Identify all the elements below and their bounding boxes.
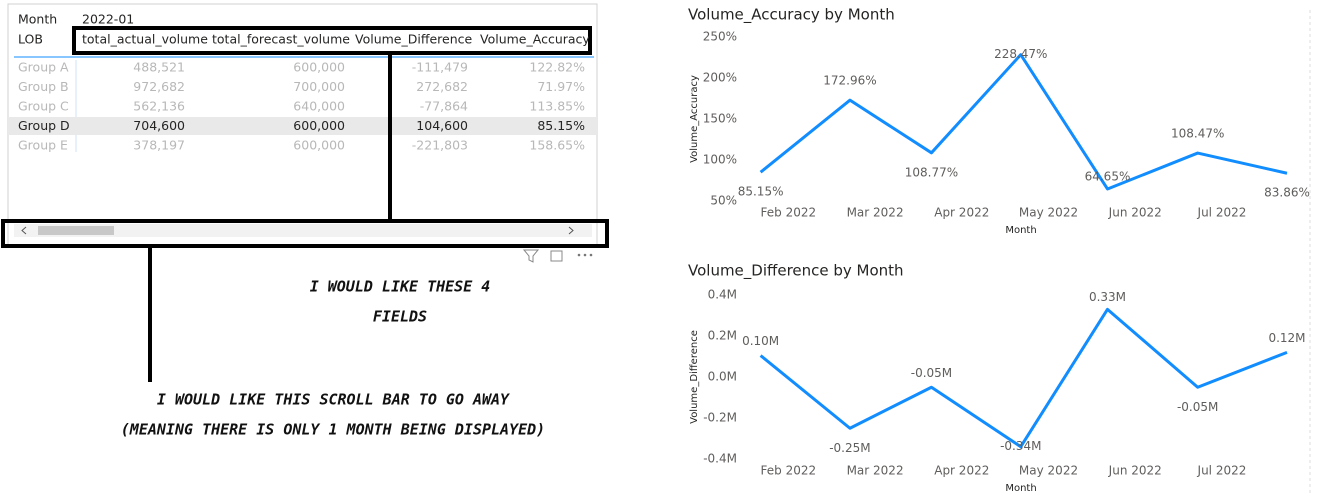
- table-cell: 272,682: [416, 79, 468, 94]
- table-cell: 640,000: [293, 99, 345, 114]
- y-axis-label: Volume_Accuracy: [689, 75, 700, 163]
- annotation: FIELDS: [373, 308, 427, 326]
- highlight-box: [1, 219, 609, 248]
- data-label: 83.86%: [1264, 186, 1310, 200]
- row-label: Group A: [18, 60, 69, 75]
- scroll-left[interactable]: [21, 226, 27, 235]
- y-tick-label: 200%: [703, 71, 737, 85]
- data-label: 85.15%: [738, 185, 784, 199]
- column-header: Volume_Accuracy: [480, 32, 590, 47]
- table-cell: 104,600: [416, 118, 468, 133]
- table-cell: 158.65%: [529, 138, 585, 153]
- table-cell: 122.82%: [529, 60, 585, 75]
- table-cell: 972,682: [133, 79, 185, 94]
- table-cell: -111,479: [412, 60, 468, 75]
- x-axis-label: Month: [1005, 225, 1036, 236]
- line: [759, 53, 1288, 191]
- y-tick-label: 250%: [703, 30, 737, 44]
- data-label: 108.47%: [1171, 127, 1224, 141]
- annotation: (MEANING THERE IS ONLY 1 MONTH BEING DIS…: [121, 421, 545, 439]
- more-icon[interactable]: [577, 253, 593, 257]
- table-cell: 113.85%: [529, 99, 585, 114]
- x-tick-label: Mar 2022: [847, 206, 904, 220]
- row-header: LOB: [18, 32, 43, 47]
- data-label: -0.05M: [1177, 400, 1218, 414]
- x-axis-label: Month: [1005, 483, 1036, 494]
- x-tick-label: Jun 2022: [1108, 464, 1162, 478]
- data-label: 172.96%: [823, 74, 876, 88]
- row-highlight: [8, 117, 597, 135]
- table-cell: -77,864: [420, 99, 468, 114]
- data-label: -0.05M: [911, 366, 952, 380]
- table-cell: 700,000: [293, 79, 345, 94]
- data-label: -0.25M: [829, 441, 870, 455]
- data-label: 64.65%: [1085, 169, 1131, 183]
- data-label: 0.12M: [1268, 331, 1305, 345]
- data-label: 228.47%: [994, 47, 1047, 61]
- x-tick-label: Feb 2022: [761, 206, 817, 220]
- scrollbar-track[interactable]: [14, 224, 592, 237]
- table-cell: 378,197: [133, 138, 185, 153]
- table-cell: 71.97%: [537, 79, 585, 94]
- table-cell: 488,521: [133, 60, 185, 75]
- highlight-box: [72, 26, 592, 55]
- y-tick-label: 100%: [703, 153, 737, 167]
- table-cell: 85.15%: [537, 118, 585, 133]
- data-label: -0.34M: [1000, 439, 1041, 453]
- x-tick-label: Jul 2022: [1197, 206, 1247, 220]
- table-cell: 600,000: [293, 138, 345, 153]
- table-cell: 600,000: [293, 118, 345, 133]
- x-tick-label: Mar 2022: [847, 464, 904, 478]
- data-label: 0.33M: [1089, 290, 1126, 304]
- table-cell: 600,000: [293, 60, 345, 75]
- scrollbar-thumb[interactable]: [38, 226, 114, 235]
- x-tick-label: May 2022: [1019, 206, 1078, 220]
- row-label: Group E: [18, 138, 68, 153]
- table-cell: 562,136: [133, 99, 185, 114]
- y-tick-label: -0.4M: [703, 452, 737, 466]
- table-cell: -221,803: [412, 138, 468, 153]
- y-tick-label: 0.4M: [708, 288, 737, 302]
- x-tick-label: Apr 2022: [934, 206, 989, 220]
- focus-icon[interactable]: [550, 250, 563, 262]
- filter-icon[interactable]: [522, 249, 540, 263]
- table-cell: 704,600: [133, 118, 185, 133]
- row-label: Group C: [18, 99, 69, 114]
- annotation: I WOULD LIKE THIS SCROLL BAR TO GO AWAY: [157, 391, 510, 409]
- data-label: 0.10M: [742, 334, 779, 348]
- chart-title: Volume_Accuracy by Month: [688, 6, 895, 25]
- row-label: Group B: [18, 79, 69, 94]
- data-label: 108.77%: [905, 165, 958, 179]
- y-tick-label: 150%: [703, 112, 737, 126]
- line: [759, 307, 1288, 449]
- x-tick-label: Jul 2022: [1197, 464, 1247, 478]
- column-header: Volume_Difference: [355, 32, 472, 47]
- y-tick-label: -0.2M: [703, 411, 737, 425]
- column-header: total_actual_volume: [82, 32, 208, 47]
- y-tick-label: 0.0M: [708, 370, 737, 384]
- scroll-right[interactable]: [568, 226, 574, 235]
- month-label: Month: [18, 12, 57, 27]
- y-tick-label: 50%: [710, 194, 737, 208]
- row-label: Group D: [18, 118, 70, 133]
- x-tick-label: May 2022: [1019, 464, 1078, 478]
- x-tick-label: Apr 2022: [934, 464, 989, 478]
- month-value: 2022-01: [82, 12, 134, 27]
- chart-title: Volume_Difference by Month: [688, 262, 904, 281]
- annotation: I WOULD LIKE THESE 4: [310, 278, 491, 296]
- column-header: total_forecast_volume: [212, 32, 350, 47]
- y-axis-label: Volume_Difference: [689, 330, 700, 424]
- x-tick-label: Feb 2022: [761, 464, 817, 478]
- x-tick-label: Jun 2022: [1108, 206, 1162, 220]
- y-tick-label: 0.2M: [708, 329, 737, 343]
